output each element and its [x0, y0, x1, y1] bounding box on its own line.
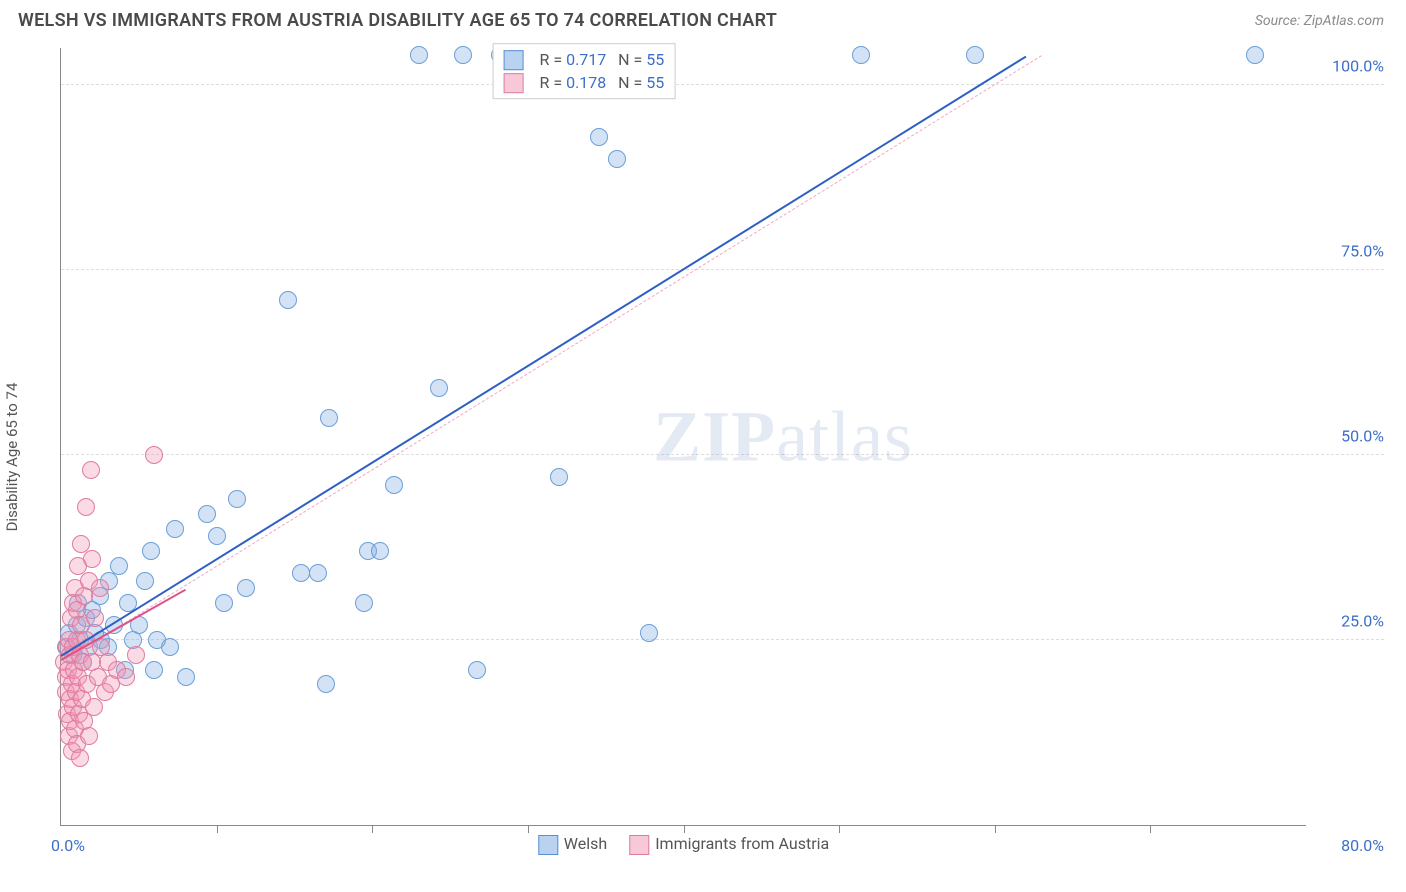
chart-container: Disability Age 65 to 74 0.0% 80.0% Welsh…: [18, 40, 1388, 874]
data-point: [177, 668, 195, 686]
source-attribution: Source: ZipAtlas.com: [1255, 13, 1384, 29]
data-point: [371, 542, 389, 560]
regression-line: [60, 56, 1026, 657]
data-point: [80, 727, 98, 745]
data-point: [237, 579, 255, 597]
legend-item: Welsh: [538, 834, 607, 855]
y-tick-label: 100.0%: [1332, 57, 1384, 76]
y-tick-label: 25.0%: [1341, 612, 1384, 631]
data-point: [145, 661, 163, 679]
data-point: [166, 520, 184, 538]
x-tick: [684, 825, 685, 833]
y-tick-label: 50.0%: [1341, 427, 1384, 446]
y-tick-label: 75.0%: [1341, 242, 1384, 261]
watermark: ZIPatlas: [653, 395, 913, 478]
gridline: [61, 639, 1384, 640]
data-point: [71, 749, 89, 767]
x-tick: [528, 825, 529, 833]
data-point: [550, 468, 568, 486]
x-axis-max-label: 80.0%: [1341, 836, 1384, 855]
gridline: [61, 84, 1384, 85]
stats-legend: R = 0.717 N = 55R = 0.178 N = 55: [492, 43, 675, 99]
data-point: [86, 609, 104, 627]
data-point: [279, 291, 297, 309]
x-tick: [372, 825, 373, 833]
data-point: [640, 624, 658, 642]
data-point: [142, 542, 160, 560]
y-axis-label: Disability Age 65 to 74: [3, 383, 21, 532]
x-axis-min-label: 0.0%: [51, 836, 85, 855]
x-tick: [217, 825, 218, 833]
x-tick: [839, 825, 840, 833]
data-point: [127, 646, 145, 664]
data-point: [85, 698, 103, 716]
data-point: [355, 594, 373, 612]
data-point: [966, 46, 984, 64]
data-point: [215, 594, 233, 612]
gridline: [61, 269, 1384, 270]
chart-title: WELSH VS IMMIGRANTS FROM AUSTRIA DISABIL…: [18, 10, 777, 31]
data-point: [117, 668, 135, 686]
data-point: [82, 461, 100, 479]
data-point: [110, 557, 128, 575]
gridline: [61, 454, 1384, 455]
data-point: [77, 498, 95, 516]
data-point: [198, 505, 216, 523]
plot-area: 0.0% 80.0% WelshImmigrants from Austria …: [60, 48, 1306, 826]
data-point: [320, 409, 338, 427]
data-point: [454, 46, 472, 64]
data-point: [430, 379, 448, 397]
data-point: [608, 150, 626, 168]
data-point: [410, 46, 428, 64]
data-point: [161, 638, 179, 656]
data-point: [91, 579, 109, 597]
data-point: [309, 564, 327, 582]
data-point: [590, 128, 608, 146]
data-point: [852, 46, 870, 64]
data-point: [1246, 46, 1264, 64]
trend-line-dashed: [61, 55, 1042, 663]
legend-item: Immigrants from Austria: [629, 834, 829, 855]
data-point: [228, 490, 246, 508]
data-point: [208, 527, 226, 545]
data-point: [83, 550, 101, 568]
data-point: [136, 572, 154, 590]
data-point: [385, 476, 403, 494]
data-point: [468, 661, 486, 679]
data-point: [292, 564, 310, 582]
x-tick: [995, 825, 996, 833]
series-legend: Welsh Immigrants from Austria: [538, 834, 829, 855]
data-point: [145, 446, 163, 464]
x-tick: [1150, 825, 1151, 833]
data-point: [317, 675, 335, 693]
